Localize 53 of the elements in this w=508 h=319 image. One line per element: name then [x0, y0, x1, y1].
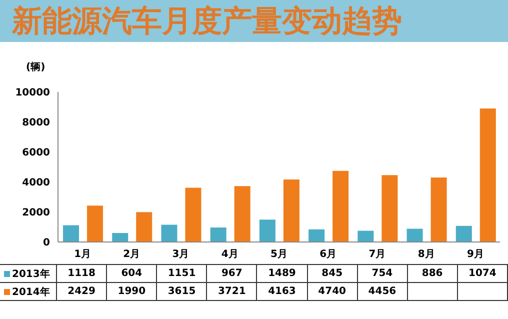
data-label: 754	[357, 264, 408, 282]
bar	[382, 175, 398, 242]
x-tick-label: 8月	[418, 249, 435, 260]
chart-title: 新能源汽车月度产量变动趋势	[12, 2, 402, 40]
y-tick-label: 10000	[15, 88, 50, 99]
bar	[63, 225, 79, 242]
bar	[358, 230, 374, 242]
y-tick-label: 0	[43, 238, 50, 249]
data-label: 1990	[106, 282, 157, 300]
bar	[406, 228, 423, 242]
y-tick-label: 4000	[22, 178, 50, 189]
x-tick-label: 9月	[466, 249, 484, 260]
data-label: 886	[407, 264, 458, 282]
data-label: 1118	[56, 264, 107, 282]
data-label: 3721	[206, 282, 257, 300]
data-label: 845	[307, 264, 358, 282]
x-tick-label: 2月	[123, 249, 140, 260]
y-axis-title: (辆)	[26, 60, 46, 74]
bar	[185, 188, 202, 242]
legend-label: 2014年	[0, 282, 56, 300]
x-tick-label: 3月	[172, 249, 190, 260]
data-label: 1151	[156, 264, 207, 282]
bar	[161, 224, 178, 242]
bar	[87, 206, 103, 242]
bar	[259, 220, 276, 242]
data-label: 3615	[156, 282, 207, 300]
data-label: 4456	[357, 282, 408, 300]
data-label: 4740	[307, 282, 358, 300]
x-tick-label: 1月	[74, 249, 92, 260]
legend-label: 2013年	[0, 264, 56, 282]
x-tick-label: 7月	[368, 249, 386, 260]
data-label: 967	[206, 264, 257, 282]
data-label: 604	[106, 264, 157, 282]
x-tick-label: 5月	[270, 249, 288, 260]
data-label: 1489	[256, 264, 308, 282]
y-tick-label: 8000	[22, 118, 50, 129]
bar	[430, 178, 447, 242]
x-tick-label: 4月	[221, 249, 238, 260]
bar	[283, 180, 300, 242]
bar	[480, 108, 496, 242]
bar	[308, 229, 325, 242]
y-tick-label: 2000	[22, 208, 50, 219]
y-tick-label: 6000	[22, 148, 50, 159]
data-label: 1074	[457, 264, 508, 282]
bar	[332, 170, 349, 242]
x-tick-label: 6月	[320, 249, 337, 260]
bar	[210, 227, 226, 242]
bar	[112, 232, 128, 242]
bar	[456, 226, 472, 242]
bar	[234, 186, 250, 242]
bar	[136, 212, 152, 242]
data-label: 2429	[56, 282, 107, 300]
data-label: 4163	[256, 282, 308, 300]
